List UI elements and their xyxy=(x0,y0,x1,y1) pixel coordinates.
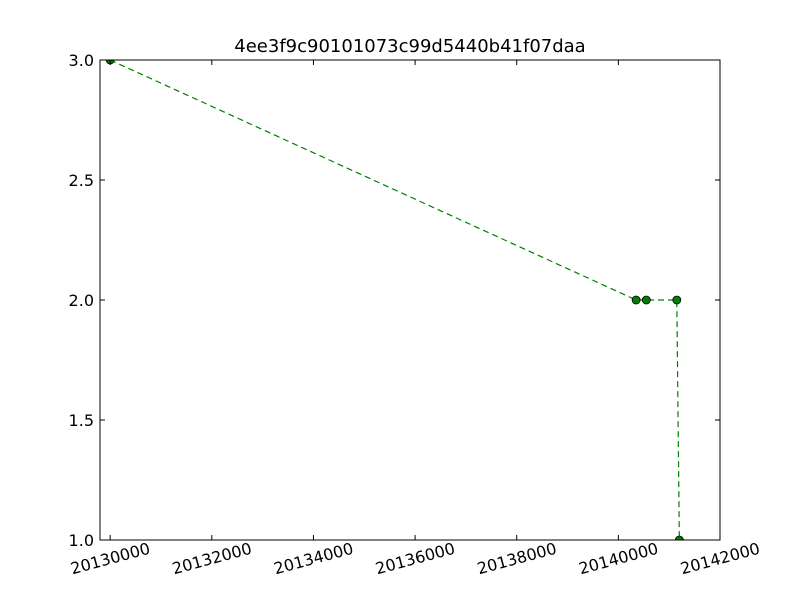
x-tick-label: 20136000 xyxy=(373,539,457,578)
axes: 20130000 20132000 20134000 20136000 20138000… xyxy=(69,51,762,578)
y-tick-label: 1.5 xyxy=(69,411,94,430)
x-tick-label: 20132000 xyxy=(170,539,254,578)
x-tick-label: 20142000 xyxy=(678,539,762,578)
series-line xyxy=(109,60,680,540)
data-point xyxy=(672,295,682,305)
y-tick-label: 3.0 xyxy=(69,51,94,70)
y-tick-label: 1.0 xyxy=(69,531,94,550)
x-tick-label: 20134000 xyxy=(272,539,356,578)
y-tick-label: 2.5 xyxy=(69,171,94,190)
plot-frame xyxy=(99,59,721,541)
x-tick-label: 20140000 xyxy=(577,539,661,578)
chart-title: 4ee3f9c90101073c99d5440b41f07daa xyxy=(234,36,585,57)
plot-area xyxy=(105,60,684,540)
y-tick-label: 2.0 xyxy=(69,291,94,310)
data-point xyxy=(631,295,641,305)
data-point xyxy=(674,535,684,540)
data-point xyxy=(641,295,651,305)
x-tick-label: 20138000 xyxy=(475,539,559,578)
